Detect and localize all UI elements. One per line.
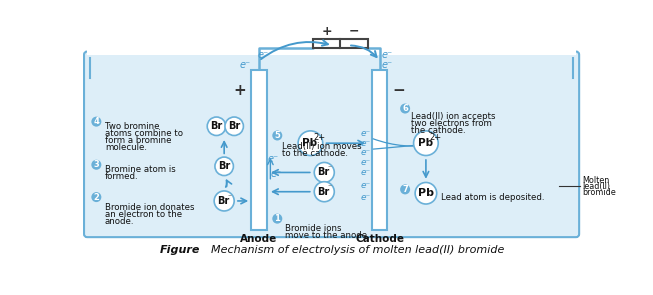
Text: 6: 6	[402, 104, 408, 113]
Text: Two bromine: Two bromine	[105, 122, 159, 131]
FancyBboxPatch shape	[84, 52, 579, 237]
Text: Anode: Anode	[240, 234, 278, 244]
Text: e⁻: e⁻	[382, 60, 393, 70]
Text: the cathode.: the cathode.	[411, 126, 465, 135]
Text: e⁻: e⁻	[360, 148, 371, 157]
Text: Br: Br	[218, 161, 231, 171]
Text: −: −	[349, 25, 360, 38]
Text: +: +	[321, 25, 332, 38]
Text: ⁻: ⁻	[227, 192, 232, 201]
Text: e⁻: e⁻	[257, 50, 268, 60]
Bar	[372, 70, 387, 230]
Text: 4: 4	[93, 117, 99, 126]
Circle shape	[215, 157, 233, 176]
Text: Bromide ion donates: Bromide ion donates	[105, 203, 195, 212]
Circle shape	[207, 117, 226, 135]
Bar	[313, 39, 368, 48]
Text: 1: 1	[274, 214, 280, 223]
Text: e⁻: e⁻	[360, 130, 371, 138]
Text: −: −	[392, 83, 405, 98]
Text: bromide: bromide	[582, 188, 616, 197]
Text: Lead(II) ion moves: Lead(II) ion moves	[282, 142, 362, 151]
Text: formed.: formed.	[105, 172, 138, 181]
Circle shape	[91, 117, 101, 127]
Text: lead(II): lead(II)	[582, 182, 610, 191]
Circle shape	[298, 131, 323, 155]
Text: Bromine atom is: Bromine atom is	[105, 165, 176, 174]
Text: Lead(II) ion accepts: Lead(II) ion accepts	[411, 112, 495, 122]
Text: ⁻: ⁻	[328, 183, 332, 192]
Text: Br: Br	[317, 187, 330, 197]
Circle shape	[91, 192, 101, 202]
Circle shape	[413, 131, 438, 155]
Text: e⁻: e⁻	[360, 193, 371, 201]
Text: Pb: Pb	[302, 138, 317, 148]
Text: +: +	[234, 83, 246, 98]
Circle shape	[272, 130, 282, 140]
Text: to the cathode.: to the cathode.	[282, 149, 348, 158]
Bar	[251, 70, 266, 230]
Text: e⁻: e⁻	[270, 169, 281, 179]
Text: 2+: 2+	[429, 133, 441, 142]
Text: form a bromine: form a bromine	[105, 136, 171, 145]
Circle shape	[415, 183, 437, 204]
Text: Cathode: Cathode	[355, 234, 404, 244]
Text: e⁻: e⁻	[360, 139, 371, 148]
Text: Br: Br	[217, 196, 229, 206]
Text: 7: 7	[402, 185, 408, 194]
Text: 5: 5	[274, 131, 280, 140]
Text: anode.: anode.	[105, 217, 135, 226]
Text: Br: Br	[317, 168, 330, 178]
Circle shape	[91, 160, 101, 170]
Text: atoms combine to: atoms combine to	[105, 129, 183, 138]
Text: Lead atom is deposited.: Lead atom is deposited.	[441, 193, 545, 202]
Text: e⁻: e⁻	[382, 50, 393, 60]
Text: Pb: Pb	[417, 138, 433, 148]
Text: e⁻: e⁻	[360, 181, 371, 190]
Text: Br: Br	[228, 121, 240, 131]
Text: e⁻: e⁻	[240, 60, 251, 70]
Circle shape	[314, 182, 334, 202]
Circle shape	[400, 104, 410, 114]
Text: ⁻: ⁻	[328, 163, 332, 173]
Bar	[87, 32, 576, 55]
Text: molecule.: molecule.	[105, 143, 147, 152]
Circle shape	[400, 184, 410, 194]
Text: e⁻: e⁻	[360, 158, 371, 167]
Circle shape	[225, 117, 244, 135]
Circle shape	[314, 163, 334, 183]
Text: e⁻: e⁻	[267, 154, 278, 164]
Text: an electron to the: an electron to the	[105, 210, 182, 219]
Text: two electrons from: two electrons from	[411, 119, 492, 128]
Text: Bromide ions: Bromide ions	[285, 224, 342, 233]
Text: e⁻: e⁻	[360, 168, 371, 177]
Text: Mechanism of electrolysis of molten lead(II) bromide: Mechanism of electrolysis of molten lead…	[197, 245, 505, 255]
Text: Molten: Molten	[582, 176, 609, 185]
Text: Figure: Figure	[160, 245, 200, 255]
Text: 2: 2	[93, 193, 99, 201]
Circle shape	[272, 214, 282, 224]
Text: 2+: 2+	[314, 133, 326, 142]
Text: Br: Br	[210, 121, 223, 131]
Text: move to the anode.: move to the anode.	[285, 231, 370, 240]
Text: Pb: Pb	[418, 188, 434, 198]
Circle shape	[214, 191, 234, 211]
Text: 3: 3	[93, 160, 99, 169]
